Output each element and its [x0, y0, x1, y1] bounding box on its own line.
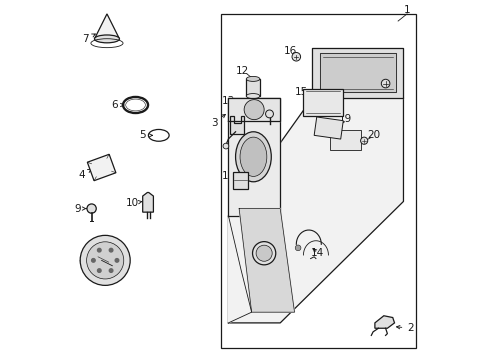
Text: 10: 10 — [125, 198, 142, 208]
Circle shape — [223, 143, 228, 149]
Polygon shape — [94, 14, 119, 39]
Polygon shape — [142, 193, 153, 212]
Circle shape — [109, 269, 113, 273]
Ellipse shape — [240, 137, 266, 176]
Text: 13: 13 — [222, 96, 235, 107]
Bar — [313, 117, 343, 139]
Polygon shape — [374, 316, 394, 328]
Polygon shape — [228, 98, 403, 323]
Text: 18: 18 — [258, 99, 271, 109]
Text: 17: 17 — [388, 87, 402, 98]
Text: 3: 3 — [210, 114, 225, 128]
Polygon shape — [239, 208, 294, 312]
Text: 1: 1 — [403, 5, 409, 15]
Ellipse shape — [256, 245, 272, 261]
Ellipse shape — [252, 242, 275, 265]
Text: 11: 11 — [222, 171, 235, 181]
Circle shape — [80, 235, 130, 285]
Polygon shape — [246, 79, 259, 96]
Text: 14: 14 — [310, 248, 324, 258]
Text: 20: 20 — [366, 130, 380, 140]
Polygon shape — [87, 154, 116, 181]
Text: 16: 16 — [283, 46, 296, 56]
Polygon shape — [230, 116, 244, 134]
Text: 12: 12 — [236, 66, 249, 76]
Circle shape — [244, 100, 264, 120]
Polygon shape — [228, 98, 280, 121]
Bar — [303, 89, 342, 116]
Text: 15: 15 — [294, 87, 307, 98]
Text: 2: 2 — [396, 323, 413, 333]
Text: 19: 19 — [338, 114, 351, 124]
Text: 9: 9 — [74, 203, 86, 213]
Polygon shape — [319, 53, 395, 93]
Bar — [329, 130, 360, 150]
Circle shape — [86, 242, 123, 279]
Ellipse shape — [94, 35, 119, 43]
Bar — [221, 14, 415, 348]
Circle shape — [109, 248, 113, 252]
Circle shape — [381, 79, 389, 88]
Text: 4: 4 — [79, 169, 91, 180]
Polygon shape — [228, 216, 251, 323]
Ellipse shape — [235, 132, 271, 182]
Circle shape — [97, 269, 101, 273]
Circle shape — [97, 248, 101, 252]
Circle shape — [291, 53, 300, 61]
Circle shape — [265, 110, 273, 118]
Ellipse shape — [246, 94, 259, 99]
Text: 8: 8 — [79, 255, 86, 265]
Ellipse shape — [246, 76, 259, 81]
Polygon shape — [228, 98, 280, 216]
Text: 6: 6 — [111, 100, 123, 110]
Circle shape — [87, 204, 96, 213]
Text: 5: 5 — [139, 130, 152, 140]
Circle shape — [360, 137, 367, 144]
Polygon shape — [233, 172, 247, 189]
Circle shape — [115, 258, 119, 262]
Circle shape — [91, 258, 95, 262]
Circle shape — [295, 245, 300, 251]
Polygon shape — [312, 48, 403, 98]
Text: 7: 7 — [82, 34, 95, 44]
